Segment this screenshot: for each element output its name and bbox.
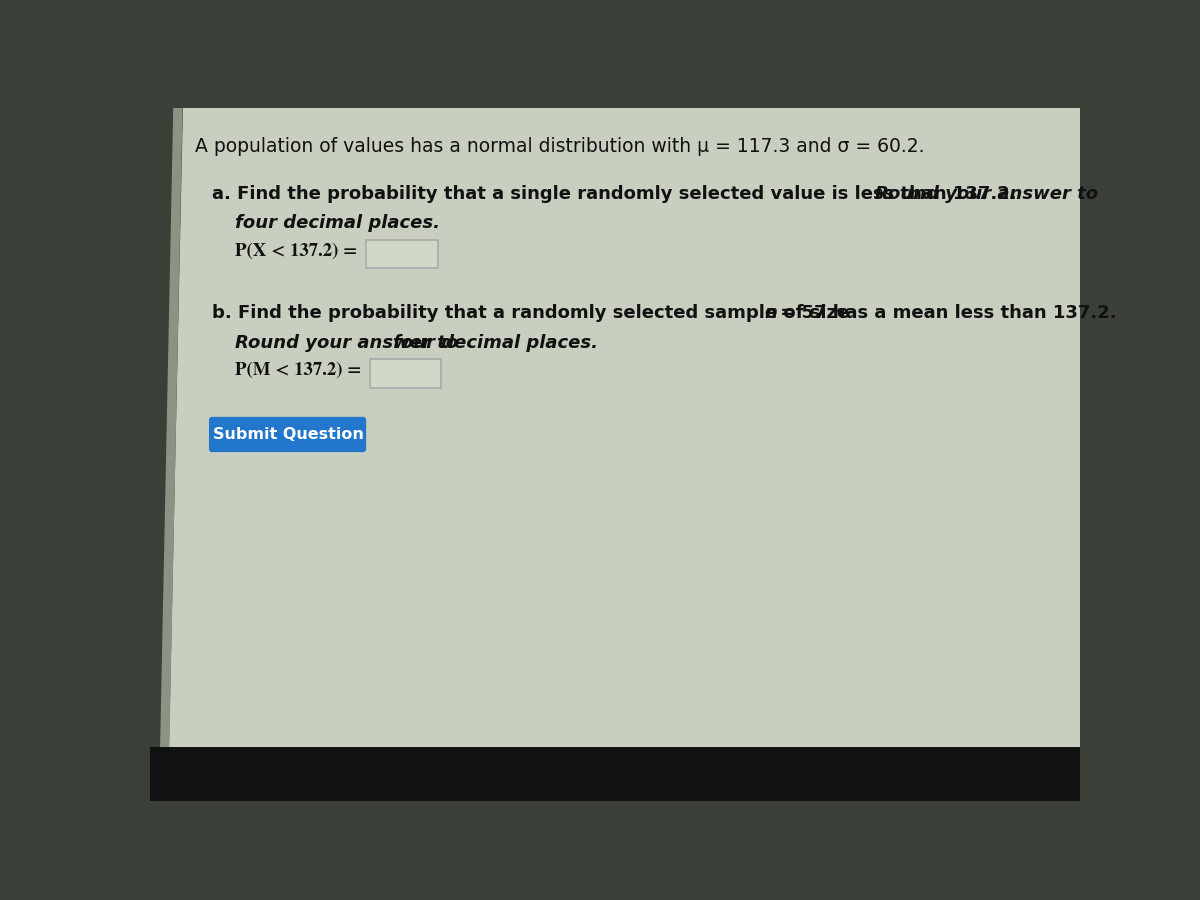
FancyBboxPatch shape: [210, 418, 366, 452]
Polygon shape: [169, 108, 1080, 747]
Polygon shape: [150, 747, 1080, 801]
Text: Submit Question: Submit Question: [212, 427, 364, 442]
Text: Round your answer to: Round your answer to: [235, 334, 464, 352]
FancyBboxPatch shape: [366, 239, 438, 268]
Text: four decimal places.: four decimal places.: [235, 214, 440, 232]
Text: n: n: [764, 304, 778, 322]
Polygon shape: [160, 108, 182, 747]
Text: = 57 has a mean less than 137.2.: = 57 has a mean less than 137.2.: [774, 304, 1116, 322]
FancyBboxPatch shape: [370, 359, 442, 388]
Text: four decimal places.: four decimal places.: [392, 334, 598, 352]
Text: a. Find the probability that a single randomly selected value is less than 137.2: a. Find the probability that a single ra…: [212, 185, 1022, 203]
Text: P(M < 137.2) =: P(M < 137.2) =: [235, 362, 361, 379]
Text: P(X < 137.2) =: P(X < 137.2) =: [235, 243, 358, 260]
Text: A population of values has a normal distribution with μ = 117.3 and σ = 60.2.: A population of values has a normal dist…: [194, 138, 924, 157]
Text: Round your answer to: Round your answer to: [875, 185, 1098, 203]
Text: b. Find the probability that a randomly selected sample of size: b. Find the probability that a randomly …: [212, 304, 856, 322]
